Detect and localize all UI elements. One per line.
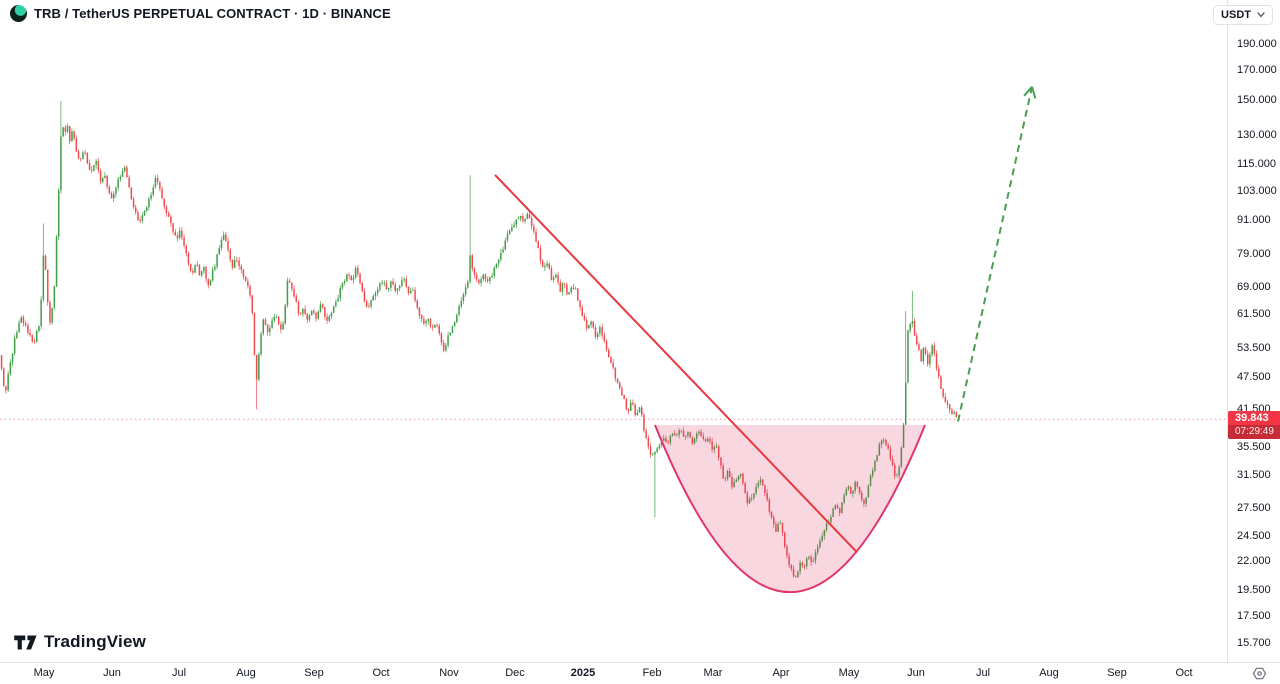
time-tick-label: Aug (1039, 667, 1059, 679)
time-tick-label: May (33, 667, 55, 679)
price-tick-label: 115.000 (1237, 158, 1276, 171)
tradingview-mark-icon (14, 635, 37, 649)
time-tick-label: Dec (505, 667, 525, 679)
price-tick-label: 24.500 (1237, 529, 1271, 542)
time-tick-label: Jun (103, 667, 121, 679)
bar-countdown: 07:29:49 (1228, 425, 1280, 440)
time-tick-label: Feb (642, 667, 662, 679)
time-tick-label: May (838, 667, 860, 679)
price-tick-label: 19.500 (1237, 584, 1271, 597)
trb-coin-icon (10, 5, 27, 22)
time-tick-label: Jul (171, 667, 187, 679)
time-tick-label: 2025 (570, 667, 596, 679)
time-tick-label: Sep (304, 667, 324, 679)
price-tick-label: 17.500 (1237, 610, 1271, 623)
last-price-value: 39.843 (1235, 412, 1269, 425)
time-tick-label: Mar (703, 667, 723, 679)
price-tick-label: 31.500 (1237, 469, 1271, 482)
time-tick-label: Nov (439, 667, 459, 679)
time-tick-label: Apr (772, 667, 790, 679)
price-axis[interactable]: 39.843 07:29:49 190.000 170.000 150.000 130… (1227, 0, 1280, 662)
gear-icon (1252, 667, 1266, 679)
price-tick-label: 150.000 (1237, 94, 1277, 107)
current-price-badge: 39.843 07:29:49 (1228, 411, 1280, 440)
tradingview-logo[interactable]: TradingView (14, 632, 146, 652)
price-tick-label: 170.000 (1237, 64, 1277, 77)
price-tick-label: 69.000 (1237, 280, 1271, 293)
symbol-title: TRB / TetherUS PERPETUAL CONTRACT · 1D ·… (34, 6, 391, 21)
price-tick-label: 190.000 (1237, 37, 1277, 50)
time-tick-label: Oct (1175, 667, 1193, 679)
price-tick-label: 130.000 (1237, 128, 1277, 141)
price-tick-label: 15.700 (1237, 636, 1271, 649)
price-tick-label: 103.000 (1237, 184, 1277, 197)
time-tick-label: Jun (907, 667, 925, 679)
axis-settings-icon[interactable] (1250, 665, 1268, 681)
price-tick-label: 53.500 (1237, 341, 1271, 354)
tradingview-logo-text: TradingView (44, 632, 147, 651)
symbol-legend[interactable]: TRB / TetherUS PERPETUAL CONTRACT · 1D ·… (10, 5, 391, 22)
time-tick-label: Aug (236, 667, 256, 679)
time-tick-label: Oct (372, 667, 390, 679)
price-tick-label: 22.000 (1237, 555, 1271, 568)
time-tick-label: Jul (975, 667, 991, 679)
price-tick-label: 91.000 (1237, 214, 1271, 227)
price-tick-label: 61.500 (1237, 308, 1271, 321)
currency-toggle-button[interactable]: USDT (1213, 5, 1273, 25)
price-tick-label: 47.500 (1237, 370, 1271, 383)
time-axis[interactable]: May Jun Jul Aug Sep Oct Nov Dec 2025 Feb Mar Apr May… (0, 662, 1280, 684)
price-tick-label: 27.500 (1237, 501, 1271, 514)
price-tick-label: 35.500 (1237, 440, 1271, 453)
chevron-down-icon (1257, 12, 1265, 18)
time-tick-label: Sep (1107, 667, 1127, 679)
currency-label: USDT (1221, 9, 1251, 21)
price-tick-label: 79.000 (1237, 248, 1271, 261)
